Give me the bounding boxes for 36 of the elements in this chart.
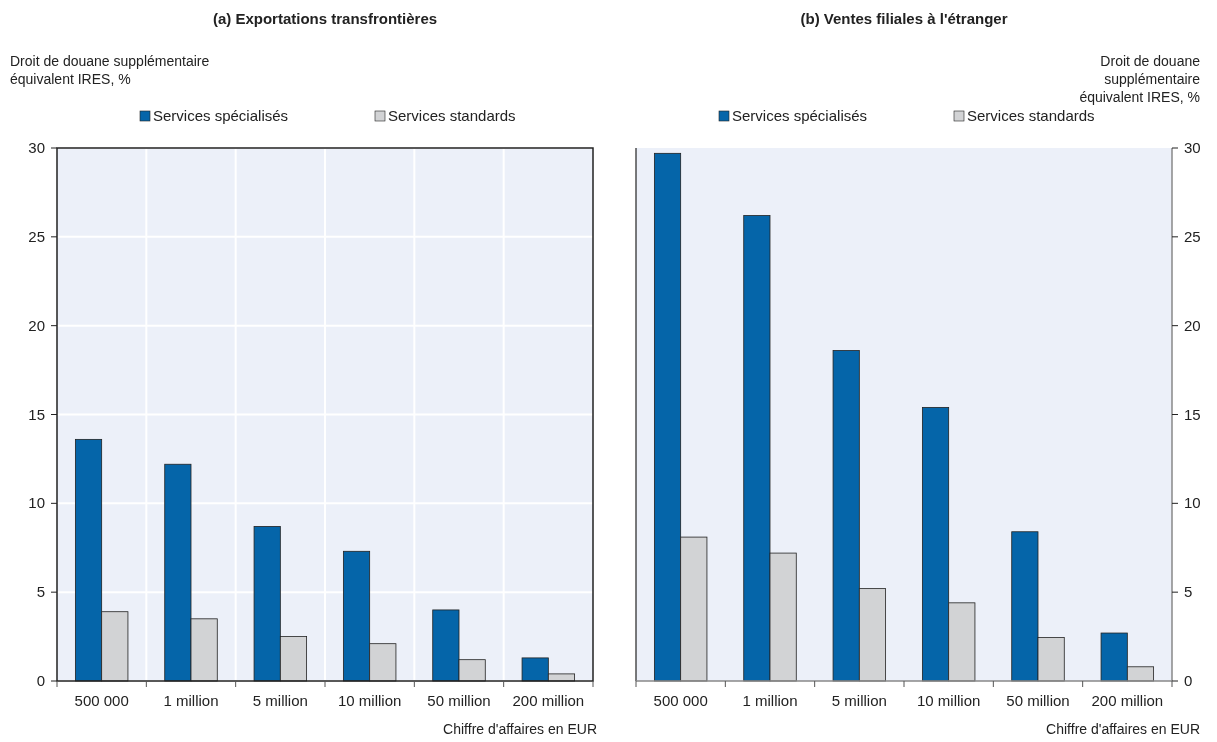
legend-label: Services spécialisés [732, 107, 868, 124]
y-tick-label: 30 [28, 139, 45, 156]
x-axis-title: Chiffre d'affaires en EUR [443, 721, 597, 737]
chart-title: (b) Ventes filiales à l'étranger [800, 10, 1008, 27]
y-tick-label: 10 [28, 494, 45, 512]
y-tick-label: 20 [28, 316, 45, 334]
y-tick-label: 5 [36, 583, 45, 601]
x-tick-label: 10 million [337, 692, 402, 709]
y2-tick-label: 0 [1184, 672, 1193, 689]
x-tick-label: 200 million [1091, 692, 1164, 709]
x-tick-label: 10 million [916, 692, 981, 709]
y2-tick-label: 20 [1184, 316, 1201, 334]
y2-tick-label: 5 [1184, 583, 1193, 601]
legend-label: Services spécialisés [153, 107, 289, 124]
legend-label: Services standards [388, 107, 516, 124]
x-tick-label: 50 million [427, 692, 491, 709]
y2-tick-label: 30 [1184, 139, 1201, 156]
x-tick-label: 500 000 [74, 692, 129, 709]
y-tick-label: 0 [36, 672, 45, 689]
y2-tick-label: 15 [1184, 405, 1201, 423]
y2-axis-title: Droit de douane supplémentaire équivalent IRES, % [1079, 53, 1201, 105]
x-tick-label: 5 million [252, 692, 308, 709]
chart-title: (a) Exportations transfrontières [212, 10, 438, 27]
y-axis-title: Droit de douane supplémentaire équivalent IRES, % [10, 53, 210, 87]
x-tick-label: 200 million [512, 692, 585, 709]
x-axis-title: Chiffre d'affaires en EUR [1046, 721, 1200, 737]
x-tick-label: 500 000 [653, 692, 708, 709]
x-tick-label: 5 million [831, 692, 887, 709]
legend-label: Services standards [967, 107, 1095, 124]
y2-tick-label: 10 [1184, 494, 1201, 512]
y-tick-label: 15 [28, 405, 45, 423]
x-tick-label: 50 million [1006, 692, 1070, 709]
y2-tick-label: 25 [1184, 227, 1201, 245]
y-tick-label: 25 [28, 227, 45, 245]
x-tick-label: 1 million [742, 692, 798, 709]
x-tick-label: 1 million [163, 692, 219, 709]
